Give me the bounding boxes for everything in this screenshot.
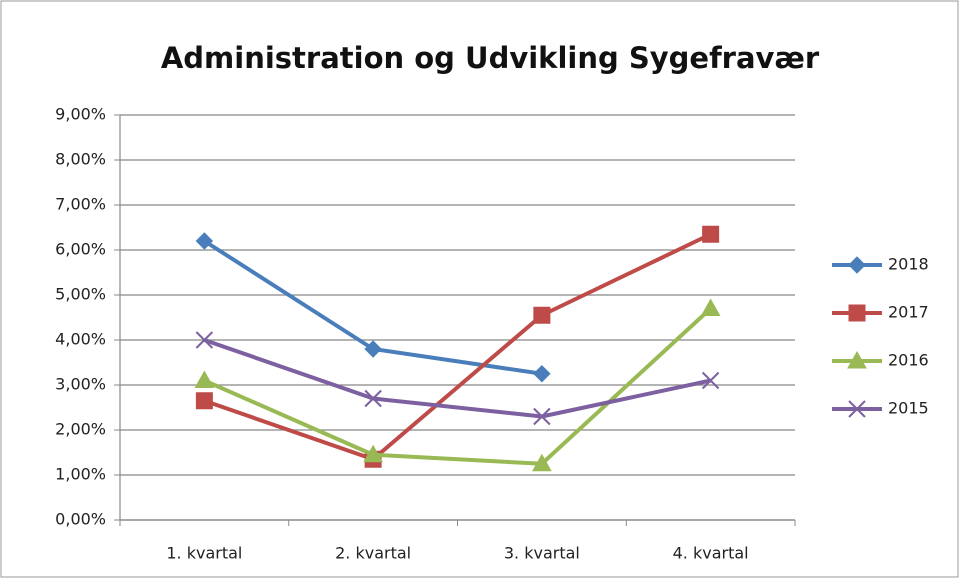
marker xyxy=(195,392,213,410)
marker xyxy=(533,407,551,426)
y-tick-label: 4,00% xyxy=(55,330,106,349)
marker xyxy=(533,306,551,324)
marker xyxy=(532,453,552,472)
legend-marker xyxy=(848,256,866,274)
marker xyxy=(363,444,383,463)
marker xyxy=(364,389,382,408)
y-tick-label: 0,00% xyxy=(55,510,106,529)
chart-title: Administration og Udvikling Sygefravær xyxy=(161,41,820,75)
marker xyxy=(195,331,214,349)
legend-marker xyxy=(848,400,866,418)
x-tick-label: 1. kvartal xyxy=(166,544,242,563)
marker xyxy=(533,365,551,383)
series-line xyxy=(203,232,712,462)
marker xyxy=(364,340,382,358)
series-line xyxy=(203,338,712,419)
series-line xyxy=(203,307,712,466)
y-tick-label: 9,00% xyxy=(55,105,106,124)
legend-marker xyxy=(847,350,867,369)
legend-label: 2016 xyxy=(888,351,929,370)
legend-label: 2017 xyxy=(888,303,929,322)
y-tick-label: 7,00% xyxy=(55,195,106,214)
marker xyxy=(701,371,720,390)
y-tick-label: 6,00% xyxy=(55,240,106,259)
legend-marker xyxy=(848,304,866,322)
marker xyxy=(702,225,720,243)
y-tick-label: 5,00% xyxy=(55,285,106,304)
y-tick-label: 8,00% xyxy=(55,150,106,169)
x-tick-label: 3. kvartal xyxy=(504,544,580,563)
x-tick-label: 2. kvartal xyxy=(335,544,411,563)
x-tick-label: 4. kvartal xyxy=(673,544,749,563)
y-tick-label: 2,00% xyxy=(55,420,106,439)
marker xyxy=(194,370,215,388)
marker xyxy=(195,232,214,250)
legend-label: 2018 xyxy=(888,255,929,274)
y-tick-label: 1,00% xyxy=(55,465,106,484)
marker xyxy=(700,298,721,316)
y-tick-label: 3,00% xyxy=(55,375,106,394)
legend-label: 2015 xyxy=(888,399,929,418)
